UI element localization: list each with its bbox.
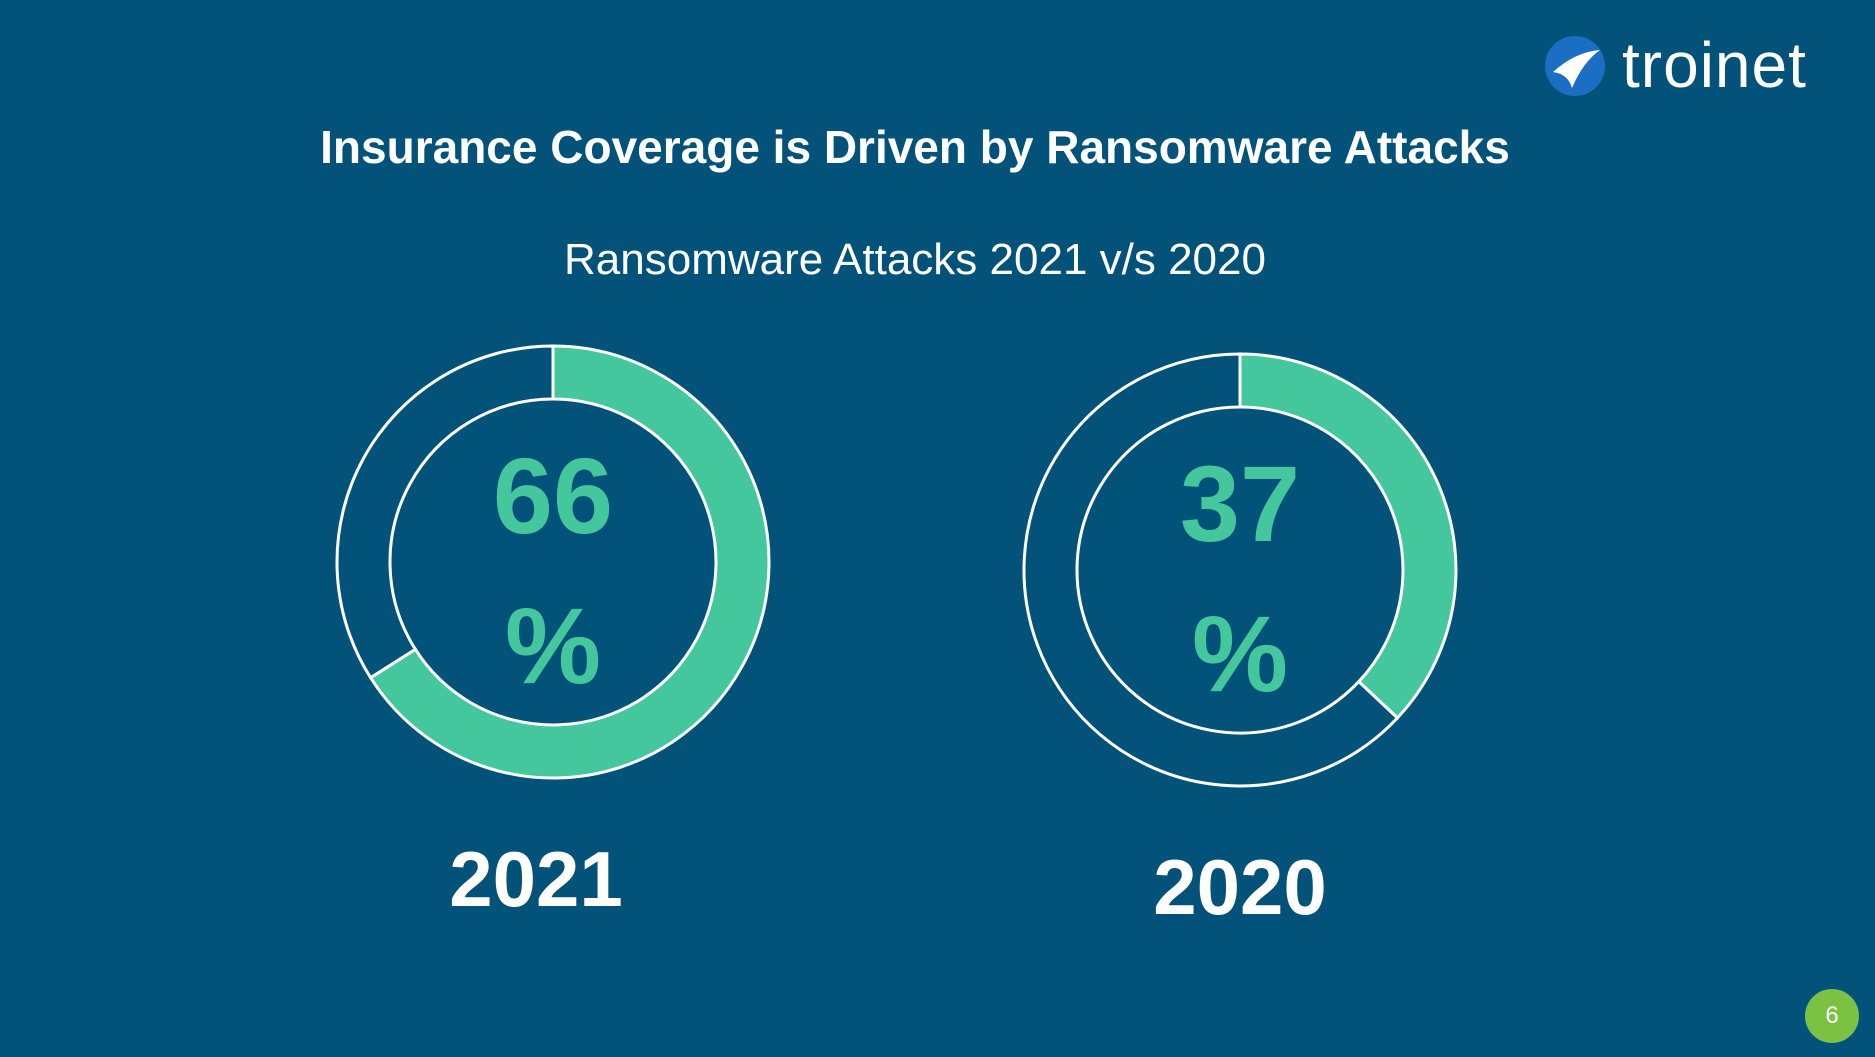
donut-segment [1022, 352, 1400, 788]
slide-title: Insurance Coverage is Driven by Ransomwa… [320, 121, 1510, 173]
donut-segment [335, 344, 555, 680]
logo-text: troinet [1622, 29, 1807, 101]
donut-segment [1238, 352, 1458, 720]
value-label: 66 % [492, 435, 614, 706]
chart-title: 2020 [1153, 843, 1327, 931]
slide-subtitle: Ransomware Attacks 2021 v/s 2020 [564, 235, 1266, 284]
donut-segment [368, 344, 771, 780]
page-number: 6 [1805, 989, 1859, 1043]
logo-mark [1553, 50, 1600, 88]
value-label: 37 % [1179, 443, 1301, 714]
chart-title: 2021 [449, 835, 623, 923]
